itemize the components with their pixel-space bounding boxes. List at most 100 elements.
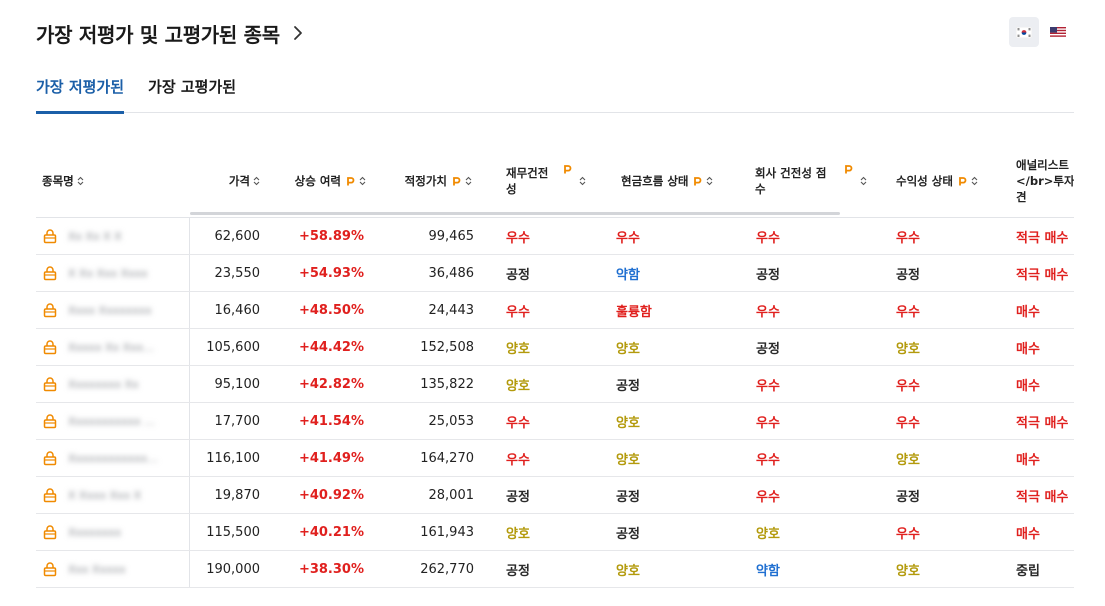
stock-name: Xxxxxxxx Xx xyxy=(68,377,139,391)
cashflow-cell: 양호 xyxy=(616,415,640,431)
table-row[interactable]: Xx Xx X X 62,600 +58.89% 99,465 우수 우수 우수 우수 적극 매… xyxy=(36,218,1074,255)
tab-most-undervalued[interactable]: 가장 저평가된 xyxy=(36,73,125,114)
stock-name: Xx Xx X X xyxy=(68,229,122,243)
fair-value-cell: 135,822 xyxy=(420,376,474,392)
table-row[interactable]: Xxxx Xxxxxxxx 16,460 +48.50% 24,443 우수 훌륭함 우수 우… xyxy=(36,292,1074,329)
chevron-right-icon[interactable] xyxy=(292,23,306,43)
us-flag-icon xyxy=(1050,26,1066,38)
stock-name-cell[interactable]: Xxxxxxxxxxxx… xyxy=(36,440,190,476)
stock-name-cell[interactable]: X Xxxx Xxx X xyxy=(36,477,190,513)
col-header-profitability-label: 수익성 상태 xyxy=(896,174,953,188)
us-flag-button[interactable] xyxy=(1043,17,1073,47)
stock-name-cell[interactable]: Xxxxxxxx Xx xyxy=(36,366,190,402)
pro-icon xyxy=(694,176,702,185)
table-header: 종목명 가격 상승 여력 적정가치 재무건전 성 현금흐름 상태 회 xyxy=(36,144,1074,218)
cashflow-cell: 공정 xyxy=(616,489,640,505)
financial-health-cell: 우수 xyxy=(506,415,530,431)
analyst-rating-cell: 적극 매수 xyxy=(1016,230,1069,246)
korea-flag-button[interactable] xyxy=(1009,17,1039,47)
stock-name-cell[interactable]: Xxx Xxxxx xyxy=(36,551,190,587)
upside-cell: +48.50% xyxy=(298,302,364,318)
stock-name: X Xxxx Xxx X xyxy=(68,488,142,502)
horizontal-scrollbar[interactable] xyxy=(190,212,840,215)
cashflow-cell: 양호 xyxy=(616,563,640,579)
company-health-cell: 우수 xyxy=(756,489,780,505)
profitability-cell: 우수 xyxy=(896,415,920,431)
cashflow-cell: 우수 xyxy=(616,230,640,246)
col-header-fair-value[interactable]: 적정가치 xyxy=(366,144,472,218)
analyst-rating-cell: 매수 xyxy=(1016,341,1040,357)
tab-most-overvalued[interactable]: 가장 고평가된 xyxy=(148,78,237,96)
stock-name: Xxxxx Xx Xxx… xyxy=(68,340,155,354)
col-header-name[interactable]: 종목명 xyxy=(42,144,182,218)
financial-health-cell: 양호 xyxy=(506,341,530,357)
stock-name-cell[interactable]: X Xx Xxx Xxxx xyxy=(36,255,190,291)
lock-icon xyxy=(43,451,57,466)
table-row[interactable]: Xxxxx Xx Xxx… 105,600 +44.42% 152,508 양호 양호 공정… xyxy=(36,329,1074,366)
stock-name-cell[interactable]: Xx Xx X X xyxy=(36,218,190,254)
stock-name-cell[interactable]: Xxxx Xxxxxxxx xyxy=(36,292,190,328)
lock-icon xyxy=(43,266,57,281)
stock-name: Xxxx Xxxxxxxx xyxy=(68,303,152,317)
profitability-cell: 우수 xyxy=(896,378,920,394)
upside-cell: +42.82% xyxy=(298,376,364,392)
table-row[interactable]: Xxxxxxxxxxx … 17,700 +41.54% 25,053 우수 양호 우수 우수… xyxy=(36,403,1074,440)
analyst-rating-cell: 매수 xyxy=(1016,526,1040,542)
lock-icon xyxy=(43,377,57,392)
col-header-financial-label: 재무건전 성 xyxy=(506,166,549,196)
sort-icon xyxy=(971,176,978,186)
financial-health-cell: 우수 xyxy=(506,230,530,246)
col-header-name-label: 종목명 xyxy=(42,174,74,188)
price-cell: 17,700 xyxy=(214,413,261,429)
page-header: 가장 저평가 및 고평가된 종목 xyxy=(36,18,306,48)
price-cell: 23,550 xyxy=(214,265,261,281)
col-header-price[interactable]: 가격 xyxy=(190,144,260,218)
analyst-rating-cell: 적극 매수 xyxy=(1016,489,1069,505)
col-header-analyst[interactable]: 애널리스트 </br>투자의 견 xyxy=(1016,144,1074,218)
table-row[interactable]: Xxxxxxxxxxxx… 116,100 +41.49% 164,270 우수 양호 우수… xyxy=(36,440,1074,477)
company-health-cell: 우수 xyxy=(756,378,780,394)
table-row[interactable]: Xxxxxxxx 115,500 +40.21% 161,943 양호 공정 양호 우수 매수 xyxy=(36,514,1074,551)
price-cell: 115,500 xyxy=(206,524,260,540)
col-header-upside-label: 상승 여력 xyxy=(294,174,341,188)
stock-name-cell[interactable]: Xxxxxxxx xyxy=(36,514,190,550)
profitability-cell: 양호 xyxy=(896,452,920,468)
stock-name-cell[interactable]: Xxxxxxxxxxx … xyxy=(36,403,190,439)
col-header-company-health[interactable]: 회사 건전성 점 수 xyxy=(755,144,895,218)
korea-flag-icon xyxy=(1016,26,1032,38)
lock-icon xyxy=(43,525,57,540)
table-row[interactable]: X Xxxx Xxx X 19,870 +40.92% 28,001 공정 공정 우수 공정 적… xyxy=(36,477,1074,514)
fair-value-cell: 36,486 xyxy=(428,265,475,281)
financial-health-cell: 양호 xyxy=(506,378,530,394)
col-header-profitability[interactable]: 수익성 상태 xyxy=(896,144,1026,218)
profitability-cell: 우수 xyxy=(896,230,920,246)
price-cell: 95,100 xyxy=(214,376,261,392)
profitability-cell: 공정 xyxy=(896,267,920,283)
profitability-cell: 우수 xyxy=(896,526,920,542)
profitability-cell: 우수 xyxy=(896,304,920,320)
company-health-cell: 공정 xyxy=(756,267,780,283)
table-row[interactable]: X Xx Xxx Xxxx 23,550 +54.93% 36,486 공정 약함 공정 공정… xyxy=(36,255,1074,292)
col-header-fair-value-label: 적정가치 xyxy=(404,174,447,188)
company-health-cell: 우수 xyxy=(756,415,780,431)
lock-icon xyxy=(43,488,57,503)
col-header-upside[interactable]: 상승 여력 xyxy=(260,144,366,218)
col-header-financial-health[interactable]: 재무건전 성 xyxy=(506,144,596,218)
col-header-cashflow-label: 현금흐름 상태 xyxy=(621,174,689,188)
table-row[interactable]: Xxx Xxxxx 190,000 +38.30% 262,770 공정 양호 약함 양호 중립 xyxy=(36,551,1074,588)
table-row[interactable]: Xxxxxxxx Xx 95,100 +42.82% 135,822 양호 공정 우수 우수 매… xyxy=(36,366,1074,403)
upside-cell: +44.42% xyxy=(298,339,364,355)
cashflow-cell: 공정 xyxy=(616,378,640,394)
col-header-analyst-label: 애널리스트 </br>투자의 견 xyxy=(1016,158,1074,204)
stock-name-cell[interactable]: Xxxxx Xx Xxx… xyxy=(36,329,190,365)
company-health-cell: 우수 xyxy=(756,230,780,246)
fair-value-cell: 161,943 xyxy=(420,524,474,540)
upside-cell: +40.21% xyxy=(298,524,364,540)
col-header-cashflow[interactable]: 현금흐름 상태 xyxy=(621,144,761,218)
fair-value-cell: 164,270 xyxy=(420,450,474,466)
fair-value-cell: 152,508 xyxy=(420,339,474,355)
sort-icon xyxy=(707,176,713,186)
upside-cell: +41.54% xyxy=(298,413,364,429)
fair-value-cell: 262,770 xyxy=(420,561,474,577)
region-switcher xyxy=(1009,17,1073,47)
